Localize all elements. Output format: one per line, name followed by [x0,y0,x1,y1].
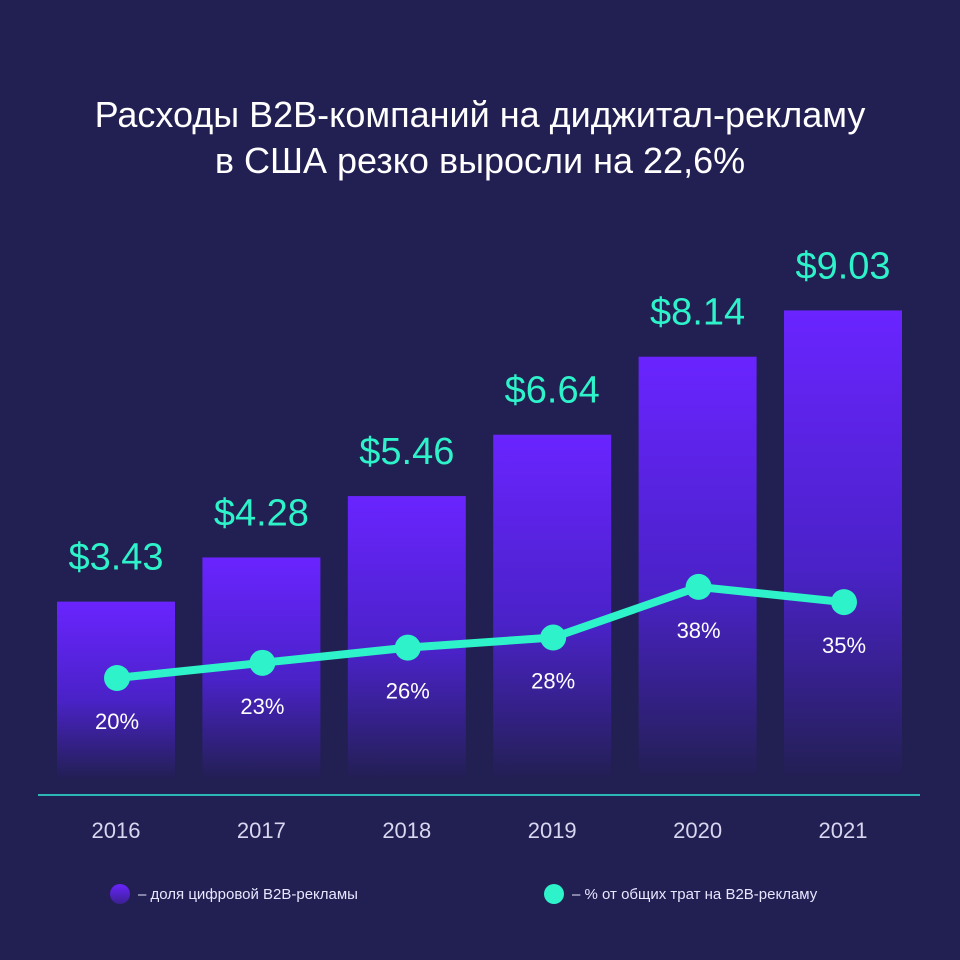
legend-bar-label: – доля цифровой B2B-рекламы [138,885,358,903]
legend-bar-swatch-icon [110,884,130,904]
line-point [104,665,130,691]
bar-2019 [493,434,612,780]
line-point [685,573,712,600]
bar-value-label: $9.03 [795,245,890,287]
line-value-label: 26% [386,679,430,704]
x-tick-label: 2016 [92,818,141,843]
bar-2020 [638,356,757,780]
legend-item-line: – % от общих трат на B2B-рекламу [544,884,817,904]
line-point [394,634,421,661]
line-point [249,649,276,676]
x-tick-label: 2021 [819,818,868,843]
x-tick-label: 2017 [237,818,286,843]
legend-line-label: – % от общих трат на B2B-рекламу [572,885,818,903]
line-value-label: 23% [240,694,284,719]
x-tick-label: 2018 [382,818,431,843]
bar-value-label: $5.46 [359,431,454,473]
title-line-1: Расходы B2B-компаний на диджитал-рекламу [94,94,866,135]
line-value-label: 20% [95,709,139,734]
line-point [831,589,857,616]
x-tick-label: 2020 [673,818,722,843]
bar-value-label: $4.28 [214,492,309,534]
title-line-2: в США резко выросли на 22,6% [214,140,746,181]
x-tick-label: 2019 [528,818,577,843]
line-value-label: 28% [531,669,575,694]
legend-item-bars: – доля цифровой B2B-рекламы [110,884,358,904]
bar-value-label: $3.43 [68,537,163,579]
line-value-label: 38% [677,618,721,643]
chart-title: Расходы B2B-компаний на диджитал-рекламу… [0,92,960,184]
line-value-label: 35% [822,633,866,658]
line-point [540,624,567,651]
bar-2021 [784,310,902,780]
bar-value-label: $6.64 [505,370,600,412]
legend-line-swatch-icon [544,884,564,904]
bar-value-label: $8.14 [650,292,745,334]
percent-line [116,582,845,682]
